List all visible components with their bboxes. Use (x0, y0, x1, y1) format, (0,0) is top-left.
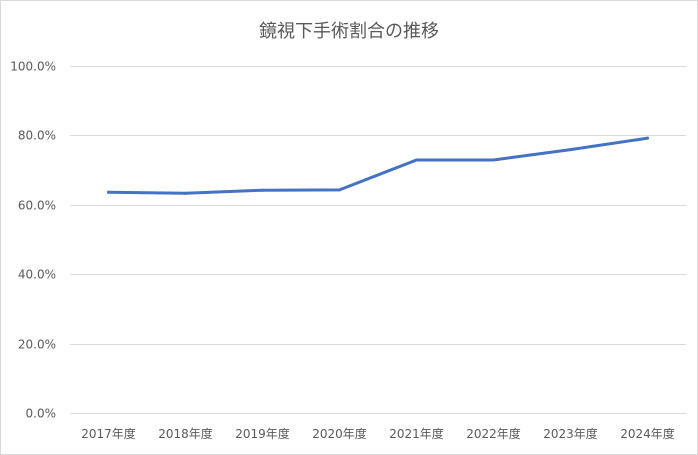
x-tick-label: 2023年度 (543, 426, 598, 441)
data-point (415, 158, 418, 162)
y-tick-label: 80.0% (18, 129, 56, 143)
chart-title: 鏡視下手術割合の推移 (259, 21, 439, 42)
data-point (338, 188, 341, 192)
x-axis-labels: 2017年度 2018年度 2019年度 2020年度 2021年度 2022年度 2023… (81, 426, 675, 441)
y-tick-label: 100.0% (10, 60, 56, 74)
x-tick-label: 2018年度 (158, 426, 213, 441)
x-tick-label: 2024年度 (620, 426, 675, 441)
x-tick-label: 2017年度 (81, 426, 136, 441)
data-point (646, 136, 649, 140)
data-point (569, 148, 572, 152)
y-tick-label: 20.0% (18, 338, 56, 352)
gridlines (70, 66, 686, 414)
y-tick-label: 40.0% (18, 268, 56, 282)
series-line (107, 136, 649, 195)
data-point (107, 190, 110, 194)
data-point (261, 188, 264, 192)
data-point (184, 191, 187, 195)
y-axis-labels: 0.0% 20.0% 40.0% 60.0% 80.0% 100.0% (10, 60, 56, 421)
series-layer (107, 136, 649, 195)
x-tick-label: 2022年度 (466, 426, 521, 441)
x-tick-label: 2021年度 (389, 426, 444, 441)
y-tick-label: 60.0% (18, 199, 56, 213)
y-tick-label: 0.0% (26, 407, 57, 421)
x-tick-label: 2019年度 (235, 426, 290, 441)
data-point (492, 158, 495, 162)
x-tick-label: 2020年度 (312, 426, 367, 441)
